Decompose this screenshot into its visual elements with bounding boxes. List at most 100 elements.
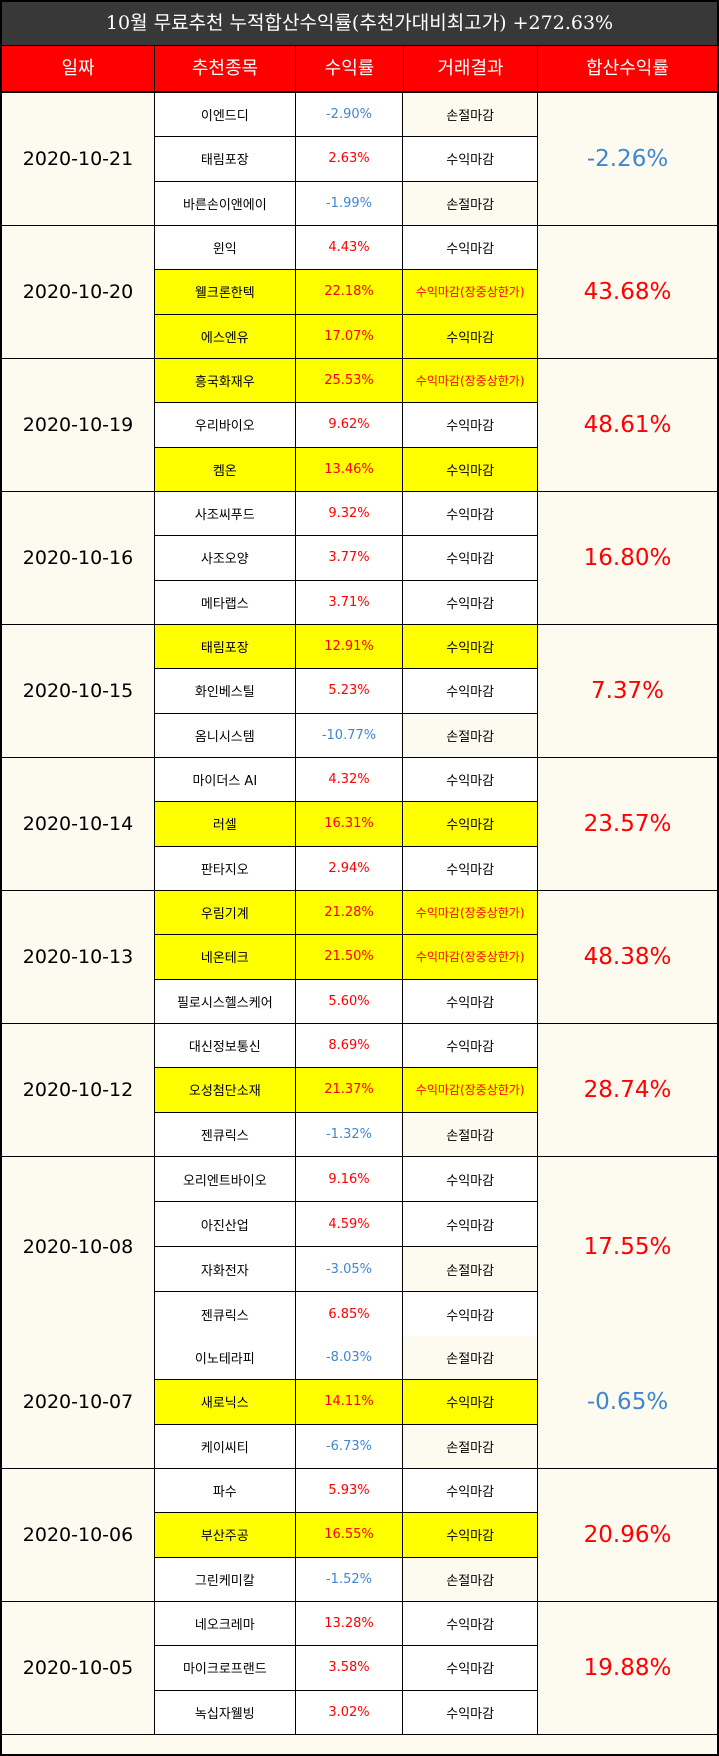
group-date: 2020-10-07 [2, 1336, 155, 1468]
stock-name: 마이더스 AI [155, 758, 296, 802]
table-row: 웰크론한텍 22.18% 수익마감(장중상한가) [155, 270, 537, 315]
trade-result: 수익마감 [403, 669, 537, 713]
stock-name: 우림기계 [155, 891, 296, 935]
stock-name: 아진산업 [155, 1202, 296, 1246]
return-rate: 4.59% [295, 1202, 404, 1246]
group-rows: 사조씨푸드 9.32% 수익마감 사조오양 3.77% 수익마감 메타랩스 3.71% 수익마감 [155, 492, 538, 624]
table-row: 새로닉스 14.11% 수익마감 [155, 1380, 537, 1425]
date-group: 2020-10-08 오리엔트바이오 9.16% 수익마감 아진산업 4.59% 수익마감 자… [2, 1157, 717, 1336]
stock-name: 판타지오 [155, 846, 296, 890]
trade-result: 수익마감 [403, 1469, 537, 1513]
return-rate: 9.16% [295, 1157, 404, 1201]
group-total-return: 17.55% [538, 1157, 717, 1336]
group-rows: 윈익 4.43% 수익마감 웰크론한텍 22.18% 수익마감(장중상한가) 에스엔유 17.… [155, 226, 538, 358]
stock-name: 태림포장 [155, 625, 296, 669]
table-row: 에스엔유 17.07% 수익마감 [155, 314, 537, 358]
return-rate: -3.05% [295, 1247, 404, 1291]
trade-result: 손절마감 [403, 93, 537, 137]
table-row: 오성첨단소재 21.37% 수익마감(장중상한가) [155, 1068, 537, 1113]
return-rate: 16.31% [295, 802, 404, 846]
date-group: 2020-10-14 마이더스 AI 4.32% 수익마감 러셀 16.31% 수익마감 판타… [2, 758, 717, 891]
stock-name: 케이씨티 [155, 1424, 296, 1468]
return-rate: 22.18% [295, 270, 404, 314]
table-row: 아진산업 4.59% 수익마감 [155, 1202, 537, 1247]
header-stock: 추천종목 [155, 46, 296, 91]
return-rate: 2.94% [295, 846, 404, 890]
table-row: 판타지오 2.94% 수익마감 [155, 846, 537, 890]
return-rate: 25.53% [295, 359, 404, 403]
date-group: 2020-10-21 이엔드디 -2.90% 손절마감 태림포장 2.63% 수익마감 바른손… [2, 93, 717, 226]
table-row: 화인베스틸 5.23% 수익마감 [155, 669, 537, 714]
table-row: 네오크레마 13.28% 수익마감 [155, 1602, 537, 1647]
return-rate: 9.62% [295, 403, 404, 447]
stock-name: 새로닉스 [155, 1380, 296, 1424]
return-rate: 3.71% [295, 580, 404, 624]
group-date: 2020-10-19 [2, 359, 155, 491]
trade-result: 수익마감 [403, 758, 537, 802]
trade-result: 손절마감 [403, 713, 537, 757]
table-row: 마이더스 AI 4.32% 수익마감 [155, 758, 537, 803]
group-rows: 대신정보통신 8.69% 수익마감 오성첨단소재 21.37% 수익마감(장중상한가) 젠큐… [155, 1024, 538, 1156]
trade-result: 수익마감 [403, 979, 537, 1023]
return-rate: -1.99% [295, 181, 404, 225]
stock-name: 네온테크 [155, 935, 296, 979]
trade-result: 수익마감 [403, 846, 537, 890]
trade-result: 수익마감 [403, 447, 537, 491]
return-rate: 4.43% [295, 226, 404, 270]
table-row: 태림포장 12.91% 수익마감 [155, 625, 537, 670]
group-total-return: 48.61% [538, 359, 717, 491]
return-rate: 5.60% [295, 979, 404, 1023]
trade-result: 수익마감 [403, 492, 537, 536]
trade-result: 손절마감 [403, 1557, 537, 1601]
table-row: 메타랩스 3.71% 수익마감 [155, 580, 537, 624]
return-rate: -10.77% [295, 713, 404, 757]
return-rate: 13.46% [295, 447, 404, 491]
return-rate: 21.28% [295, 891, 404, 935]
date-group: 2020-10-06 파수 5.93% 수익마감 부산주공 16.55% 수익마감 그린케미칼… [2, 1469, 717, 1602]
group-rows: 네오크레마 13.28% 수익마감 마이크로프랜드 3.58% 수익마감 녹십자웰빙 3.02… [155, 1602, 538, 1734]
stock-name: 이엔드디 [155, 93, 296, 137]
table-row: 녹십자웰빙 3.02% 수익마감 [155, 1690, 537, 1734]
table-row: 자화전자 -3.05% 손절마감 [155, 1247, 537, 1292]
trade-result: 수익마감(장중상한가) [403, 1068, 537, 1112]
stock-name: 네오크레마 [155, 1602, 296, 1646]
table-row: 파수 5.93% 수익마감 [155, 1469, 537, 1514]
return-rate: 3.77% [295, 536, 404, 580]
table-row: 이노테라피 -8.03% 손절마감 [155, 1336, 537, 1381]
stock-name: 웰크론한텍 [155, 270, 296, 314]
group-total-return: 43.68% [538, 226, 717, 358]
trade-result: 수익마감 [403, 625, 537, 669]
group-total-return: -0.65% [538, 1336, 717, 1468]
table-row: 흥국화재우 25.53% 수익마감(장중상한가) [155, 359, 537, 404]
table-row: 젠큐릭스 -1.32% 손절마감 [155, 1112, 537, 1156]
table-row: 필로시스헬스케어 5.60% 수익마감 [155, 979, 537, 1023]
group-total-return: 19.88% [538, 1602, 717, 1734]
return-rate: 13.28% [295, 1602, 404, 1646]
table-row: 부산주공 16.55% 수익마감 [155, 1513, 537, 1558]
stock-name: 바른손이앤에이 [155, 181, 296, 225]
group-date: 2020-10-13 [2, 891, 155, 1023]
return-rate: 14.11% [295, 1380, 404, 1424]
trade-result: 수익마감 [403, 1024, 537, 1068]
stock-name: 필로시스헬스케어 [155, 979, 296, 1023]
group-date: 2020-10-06 [2, 1469, 155, 1601]
stock-name: 켐온 [155, 447, 296, 491]
group-total-return: 23.57% [538, 758, 717, 890]
table-body: 2020-10-21 이엔드디 -2.90% 손절마감 태림포장 2.63% 수익마감 바른손… [2, 93, 717, 1735]
stock-name: 태림포장 [155, 137, 296, 181]
trade-result: 손절마감 [403, 1112, 537, 1156]
stock-name: 대신정보통신 [155, 1024, 296, 1068]
table-row: 사조오양 3.77% 수익마감 [155, 536, 537, 581]
table-row: 젠큐릭스 6.85% 수익마감 [155, 1292, 537, 1336]
group-date: 2020-10-05 [2, 1602, 155, 1734]
trade-result: 수익마감 [403, 1157, 537, 1201]
table-header: 일짜 추천종목 수익률 거래결과 합산수익률 [2, 46, 717, 93]
group-rows: 흥국화재우 25.53% 수익마감(장중상한가) 우리바이오 9.62% 수익마감 켐온 13… [155, 359, 538, 491]
return-rate: 21.50% [295, 935, 404, 979]
group-rows: 이노테라피 -8.03% 손절마감 새로닉스 14.11% 수익마감 케이씨티 -6.73% 손… [155, 1336, 538, 1468]
trade-result: 수익마감 [403, 1602, 537, 1646]
return-rate: 3.58% [295, 1646, 404, 1690]
group-rows: 오리엔트바이오 9.16% 수익마감 아진산업 4.59% 수익마감 자화전자 -3.05% 손… [155, 1157, 538, 1336]
group-total-return: 28.74% [538, 1024, 717, 1156]
stock-name: 오리엔트바이오 [155, 1157, 296, 1201]
